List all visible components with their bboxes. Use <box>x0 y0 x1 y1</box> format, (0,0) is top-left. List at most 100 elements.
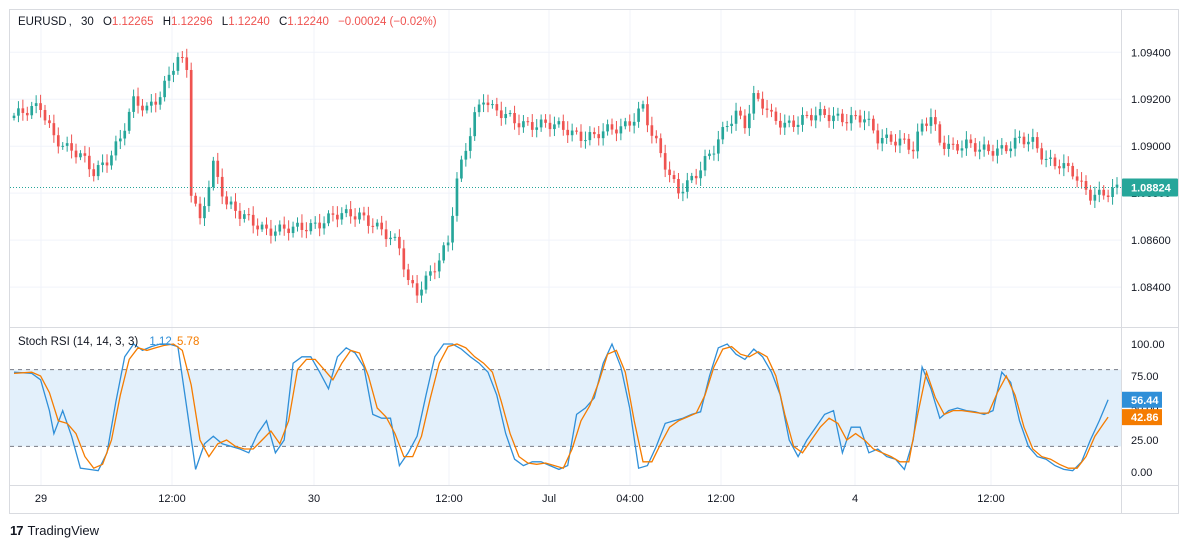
candle-body <box>1004 145 1008 152</box>
candle-body <box>513 113 516 124</box>
candle-body <box>721 127 725 140</box>
axes: 1.094001.092001.090001.088001.086001.084… <box>9 9 1178 514</box>
candle-body <box>539 119 543 128</box>
candle-body <box>442 245 446 261</box>
candle-body <box>765 108 769 110</box>
stoch-tick-label: 0.00 <box>1131 467 1152 479</box>
candle-body <box>123 130 127 139</box>
candle-body <box>947 143 950 149</box>
stoch-rsi-pane <box>10 342 1121 472</box>
candle-body <box>677 179 680 194</box>
candle-body <box>991 151 995 156</box>
candle-body <box>340 213 344 220</box>
candle-body <box>867 118 871 120</box>
candle-body <box>17 108 20 116</box>
candle-body <box>654 135 658 139</box>
price-tick-label: 1.09000 <box>1131 141 1171 153</box>
candle-body <box>544 119 547 123</box>
candle-body <box>690 175 694 181</box>
timeframe[interactable]: 30 <box>80 16 94 28</box>
candle-body <box>455 178 459 216</box>
candle-body <box>1053 157 1057 167</box>
candle-body <box>783 122 787 128</box>
chart-frame[interactable] <box>9 9 1179 514</box>
candle-body <box>575 130 578 132</box>
candle-body <box>561 121 565 130</box>
candle-body <box>916 131 919 152</box>
time-tick-label: 04:00 <box>616 493 644 505</box>
k-last-value-label: 56.44 <box>1131 395 1159 407</box>
candle-body <box>309 223 313 232</box>
candle-body <box>216 160 220 177</box>
tradingview-logo-text: TradingView <box>27 523 100 538</box>
candle-body <box>238 210 242 219</box>
candle-body <box>1097 189 1101 195</box>
candle-body <box>553 124 556 130</box>
candle-body <box>243 214 246 219</box>
candle-body <box>805 114 809 116</box>
symbol-name[interactable]: EURUSD <box>18 16 67 28</box>
candle-body <box>1071 165 1075 177</box>
candle-body <box>584 140 587 142</box>
price-tick-label: 1.08400 <box>1131 282 1171 294</box>
candle-body <box>194 195 197 204</box>
candle-body <box>189 69 193 196</box>
candle-body <box>145 105 149 111</box>
time-tick-label: 12:00 <box>435 493 463 505</box>
candle-body <box>960 148 964 151</box>
candle-body <box>650 125 654 136</box>
candle-body <box>938 124 942 143</box>
time-tick-label: 30 <box>308 493 320 505</box>
candle-body <box>601 131 605 139</box>
candle-body <box>220 176 224 197</box>
k-last-value-badge <box>1122 391 1162 408</box>
candle-body <box>841 113 844 123</box>
candle-body <box>34 103 38 107</box>
candle-body <box>699 170 702 179</box>
candle-body <box>872 118 875 131</box>
candle-body <box>517 123 521 128</box>
candle-body <box>101 162 104 166</box>
candle-body <box>127 111 131 131</box>
current-price-label: 1.08824 <box>1131 183 1172 195</box>
stoch-series-d <box>13 343 1109 470</box>
candle-body <box>433 271 437 273</box>
candle-body <box>628 121 632 126</box>
candle-body <box>1102 189 1106 196</box>
price-tick-label: 1.08600 <box>1131 235 1171 247</box>
candle-body <box>207 187 211 207</box>
time-tick-label: 12:00 <box>158 493 186 505</box>
candle-body <box>92 169 96 177</box>
candle-body <box>105 162 109 166</box>
candle-body <box>615 129 618 134</box>
candle-body <box>752 93 756 114</box>
candle-body <box>672 175 676 180</box>
candle-body <box>925 123 928 126</box>
time-tick-label: Jul <box>542 493 556 505</box>
candle-body <box>1093 194 1097 201</box>
candle-body <box>526 121 530 123</box>
tradingview-logo[interactable]: 17 TradingView <box>10 523 99 538</box>
candle-body <box>570 130 574 136</box>
candle-body <box>557 121 561 125</box>
candle-body <box>818 109 822 116</box>
candle-body <box>158 97 162 105</box>
candle-body <box>172 70 175 75</box>
candle-body <box>703 156 707 171</box>
price-legend: EURUSD, 30 O1.12265 H1.12296 L1.12240 C1… <box>18 16 437 28</box>
candle-body <box>212 160 215 188</box>
indicator-name[interactable]: Stoch RSI (14, 14, 3, 3) <box>18 336 139 348</box>
candle-body <box>185 57 189 70</box>
d-last-value-label: 42.86 <box>1131 412 1159 424</box>
d-last-value-badge <box>1122 409 1162 426</box>
candle-body <box>353 216 357 220</box>
candle-body <box>282 224 286 229</box>
candle-body <box>43 109 47 121</box>
candle-body <box>579 131 583 141</box>
candle-body <box>761 98 764 109</box>
candle-body <box>637 108 640 122</box>
candle-body <box>256 225 259 230</box>
candle-body <box>167 74 171 81</box>
candle-body <box>1106 195 1110 197</box>
